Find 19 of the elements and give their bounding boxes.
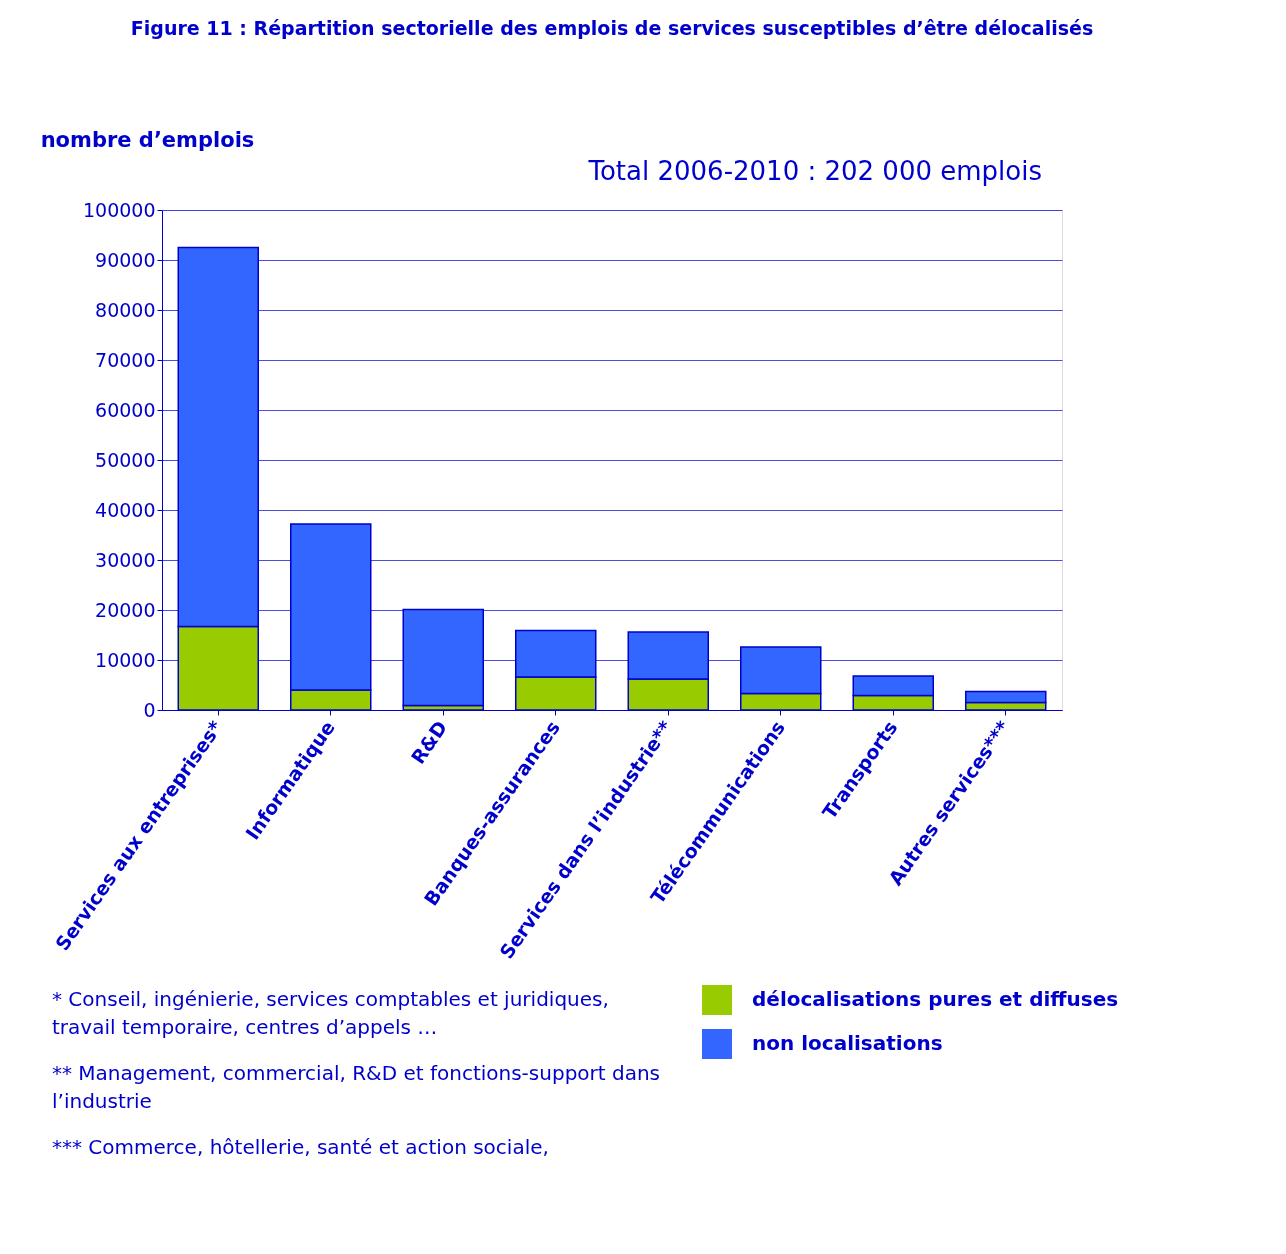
chart-subtitle: Total 2006-2010 : 202 000 emplois [587,156,1042,186]
y-tick-label: 90000 [95,248,156,271]
y-tick-label: 80000 [95,298,156,321]
legend-label: non localisations [752,1031,943,1055]
text: * Conseil, ingénierie, services comptables et juridiques, travail temporaire, centres d’appels … [52,987,609,1039]
y-axis-title: nombre d’emplois [40,127,255,152]
text: ** Management, commercial, R&D et fonctions-support dans l’industrie [52,1061,661,1113]
y-tick-label: 100000 [82,198,156,221]
y-tick-label: 0 [143,698,156,721]
text: *** Commerce, hôtellerie, santé et action sociale, [52,1135,549,1159]
legend-label: délocalisations pures et diffuses [752,987,1119,1011]
chart-title: Figure 11 : Répartition sectorielle des emplois de services susceptibles d’être délocalisés [130,17,1094,39]
y-tick-label: 40000 [95,498,156,521]
y-tick-label: 60000 [95,398,156,421]
y-tick-label: 50000 [95,448,156,471]
y-tick-label: 20000 [95,598,156,621]
y-tick-label: 10000 [95,648,156,671]
y-tick-label: 70000 [95,348,156,371]
y-tick-label: 30000 [95,548,156,571]
